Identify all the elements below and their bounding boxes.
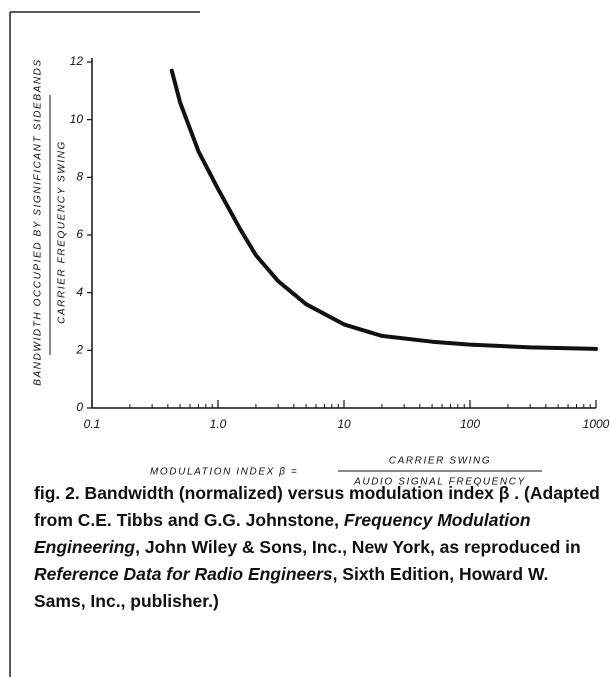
caption-text: Reference Data for Radio Engineers: [34, 564, 333, 584]
x-axis-label: AUDIO SIGNAL FREQUENCY: [353, 477, 526, 488]
x-tick-label: 1.0: [210, 417, 227, 431]
caption: fig. 2. Bandwidth (normalized) versus mo…: [34, 480, 604, 615]
caption-text: , Sixth Edition, Howard W. Sams, Inc., p…: [34, 564, 549, 611]
y-tick-label: 8: [76, 170, 83, 184]
caption-text: , John Wiley & Sons, Inc., New York, as …: [135, 537, 581, 557]
y-tick-label: 0: [76, 400, 83, 414]
x-tick-label: 100: [460, 417, 480, 431]
y-tick-label: 6: [76, 227, 83, 241]
caption-text: Frequency Modulation Engineering: [34, 510, 531, 557]
curve: [169, 68, 598, 351]
x-tick-label: 1000: [583, 417, 610, 431]
caption-text: fig. 2. Bandwidth (normalized) versus mo…: [34, 483, 600, 530]
x-tick-label: 10: [337, 417, 351, 431]
y-tick-label: 12: [70, 54, 84, 68]
x-tick-label: 0.1: [84, 417, 101, 431]
y-axis-label: BANDWIDTH OCCUPIED BY SIGNIFICANT SIDEBA…: [33, 58, 44, 386]
y-axis-label: CARRIER FREQUENCY SWING: [57, 140, 68, 324]
x-axis-label: MODULATION INDEX β =: [150, 467, 298, 478]
y-tick-label: 4: [76, 285, 83, 299]
y-tick-label: 2: [75, 343, 83, 357]
y-tick-label: 10: [70, 112, 84, 126]
x-axis-label: CARRIER SWING: [389, 456, 491, 467]
